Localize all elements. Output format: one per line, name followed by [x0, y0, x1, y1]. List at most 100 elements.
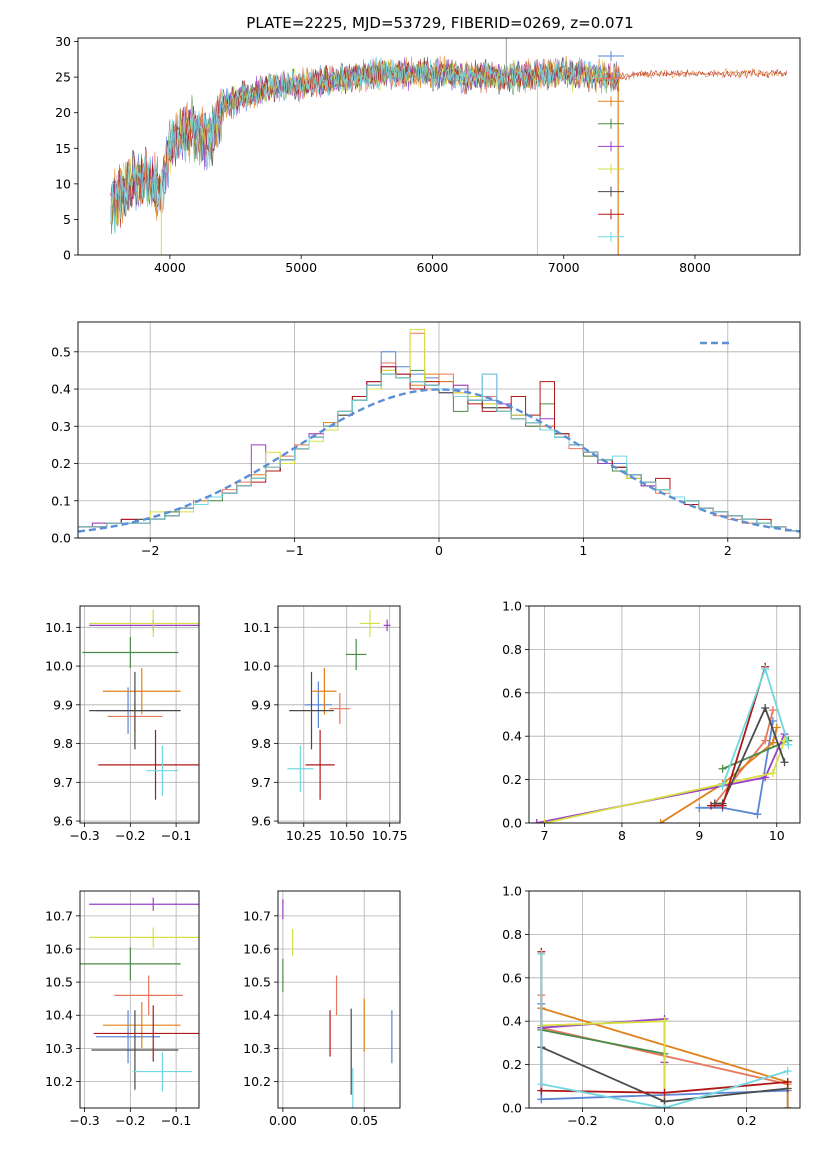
weight-series-3	[722, 739, 789, 770]
legend	[598, 51, 624, 242]
y-tick-label: 0.3	[51, 419, 71, 434]
weight-marker	[784, 740, 793, 749]
weight-marker	[532, 819, 541, 823]
weight-marker	[718, 782, 727, 791]
y-tick-label: 0.2	[502, 772, 522, 787]
y-tick-label: 1.0	[502, 599, 522, 614]
y-tick-label: 10.3	[243, 1041, 271, 1056]
y-tick-label: 0.4	[502, 1014, 522, 1029]
y-tick-label: 0.4	[51, 382, 71, 397]
y-tick-label: 0.6	[502, 685, 522, 700]
x-tick-label: 8	[618, 828, 626, 843]
error-bar-point	[89, 927, 199, 948]
y-tick-label: 9.6	[251, 814, 271, 829]
figure-title: PLATE=2225, MJD=53729, FIBERID=0269, z=0…	[246, 14, 633, 32]
axes-border	[277, 890, 401, 1109]
y-tick-label: 10.1	[243, 620, 271, 635]
y-tick-label: 9.8	[251, 736, 271, 751]
x-tick-label: 0.00	[269, 1113, 297, 1128]
x-tick-label: −0.3	[69, 828, 99, 843]
error-bar-point	[102, 668, 181, 715]
error-bars	[282, 899, 393, 1108]
y-tick-label: 0.8	[502, 642, 522, 657]
axes-border	[528, 605, 801, 824]
spectrum-series-7	[110, 58, 787, 228]
y-tick-label: 9.6	[53, 814, 73, 829]
x-tick-label: 1	[579, 543, 587, 558]
y-tick-label: 10.7	[45, 908, 73, 923]
y-tick-label: 30	[55, 34, 71, 49]
axes-border	[277, 605, 401, 824]
spectrum-lines	[110, 38, 787, 255]
error-bar-point	[146, 745, 179, 796]
y-tick-label: 10.2	[243, 1074, 271, 1089]
error-bar-point	[89, 609, 199, 637]
weight-marker	[783, 1104, 792, 1108]
error-bar-point	[345, 638, 367, 670]
y-tick-label: 9.9	[53, 697, 73, 712]
x-tick-label: −2	[141, 543, 159, 558]
error-bar-point	[383, 619, 391, 632]
weight-marker	[780, 758, 789, 767]
y-tick-label: 10.0	[243, 659, 271, 674]
x-tick-label: 9	[695, 828, 703, 843]
x-tick-label: 6000	[417, 260, 449, 275]
x-tick-label: 10.75	[372, 828, 408, 843]
error-bars	[82, 609, 199, 800]
x-tick-label: 5000	[285, 260, 317, 275]
weight-marker	[660, 1104, 669, 1108]
error-bar-point	[102, 1001, 181, 1049]
error-bars	[80, 897, 199, 1092]
axes-border	[77, 37, 801, 256]
y-tick-label: 0	[63, 248, 71, 263]
weight-marker	[783, 1077, 792, 1086]
chart-age-vs-mass: 10.25 10.50 10.75 9.6 9.7 9.8 9.9 10.0 10.1	[243, 605, 408, 843]
y-tick-label: 9.7	[251, 775, 271, 790]
error-bar-point	[93, 1005, 199, 1062]
chart-residuals: −2 −1 0 1 2 0.0 0.1 0.2 0.3 0.4 0.5	[51, 321, 801, 558]
y-tick-label: 20	[55, 105, 71, 120]
y-tick-label: 10.1	[45, 620, 73, 635]
error-bar-point	[287, 745, 314, 792]
weight-marker	[660, 1017, 669, 1026]
y-tick-label: 25	[55, 70, 71, 85]
y-tick-label: 10.4	[45, 1008, 73, 1023]
chart-mass-vs-Z: −0.3 −0.2 −0.1 10.2 10.3 10.4 10.5 10.6 10.7	[45, 890, 200, 1128]
weight-marker	[537, 1095, 546, 1104]
y-tick-label: 10.5	[45, 975, 73, 990]
error-bar-point	[89, 897, 199, 911]
error-bar-point	[89, 671, 181, 750]
x-tick-label: 10	[769, 828, 785, 843]
x-tick-label: 8000	[679, 260, 711, 275]
x-tick-label: 4000	[154, 260, 186, 275]
x-tick-label: −0.1	[161, 1113, 191, 1128]
x-tick-label: −0.2	[567, 1113, 597, 1128]
x-tick-label: 2	[724, 543, 732, 558]
y-tick-label: 0.2	[502, 1057, 522, 1072]
x-tick-label: −1	[285, 543, 303, 558]
weight-marker	[540, 819, 549, 823]
y-tick-label: 0.2	[51, 456, 71, 471]
axes-border	[79, 890, 200, 1109]
error-bar-point	[305, 730, 335, 800]
y-tick-label: 10	[55, 176, 71, 191]
x-tick-label: 0.05	[350, 1113, 378, 1128]
weight-marker	[537, 949, 546, 958]
weight-marker	[753, 810, 762, 819]
error-bar-point	[82, 637, 179, 668]
x-tick-label: −0.1	[161, 828, 191, 843]
y-tick-label: 9.9	[251, 697, 271, 712]
axes-border	[77, 321, 801, 539]
error-bars	[287, 609, 391, 800]
weight-marker	[718, 801, 727, 810]
spectrum-series-8	[110, 56, 620, 234]
error-bar-point	[80, 947, 181, 981]
weight-marker	[768, 738, 777, 747]
weight-marker	[761, 736, 770, 745]
weight-marker	[783, 1067, 792, 1076]
weight-lines	[537, 947, 792, 1108]
y-tick-label: 0.1	[51, 493, 71, 508]
weight-lines	[532, 662, 793, 823]
y-tick-label: 0.5	[51, 344, 71, 359]
